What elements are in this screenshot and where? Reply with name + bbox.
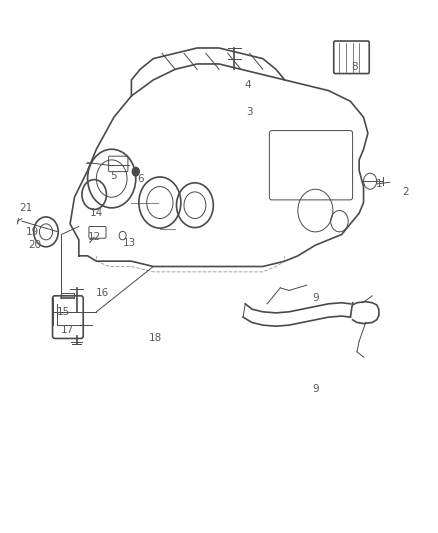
Text: 18: 18 — [149, 334, 162, 343]
Text: 3: 3 — [246, 107, 253, 117]
Text: 9: 9 — [312, 294, 319, 303]
Text: 5: 5 — [110, 171, 117, 181]
Text: 14: 14 — [90, 208, 103, 218]
Circle shape — [132, 167, 139, 176]
Text: 4: 4 — [244, 80, 251, 90]
Text: 8: 8 — [351, 62, 358, 71]
Text: 9: 9 — [312, 384, 319, 394]
Text: 15: 15 — [57, 307, 70, 317]
Text: 6: 6 — [137, 174, 144, 183]
Text: 13: 13 — [123, 238, 136, 247]
Text: 12: 12 — [88, 232, 101, 242]
Text: 7: 7 — [84, 163, 91, 173]
Text: 17: 17 — [61, 326, 74, 335]
Text: 1: 1 — [375, 179, 382, 189]
Text: 16: 16 — [96, 288, 110, 298]
Text: 20: 20 — [28, 240, 42, 250]
Text: 2: 2 — [402, 187, 409, 197]
Text: 21: 21 — [20, 203, 33, 213]
Text: 19: 19 — [26, 227, 39, 237]
